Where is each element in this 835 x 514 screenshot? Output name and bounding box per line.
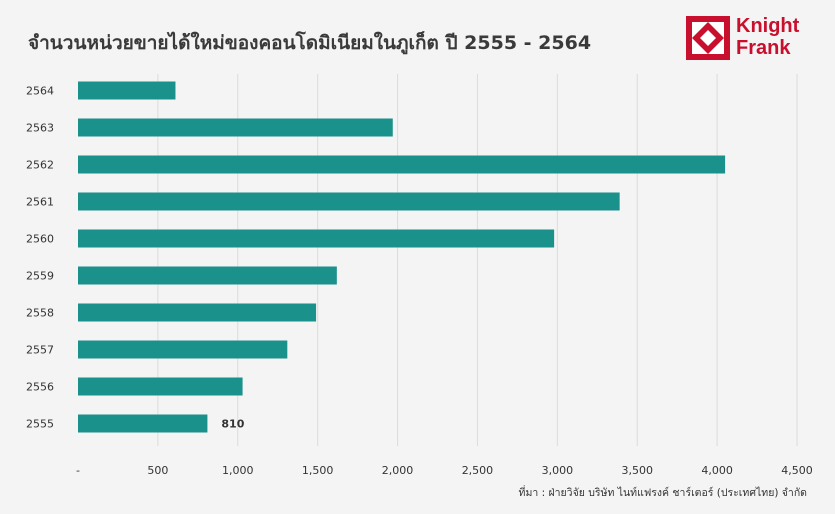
x-tick-label: 1,500 — [302, 464, 334, 477]
x-tick-label: 4,500 — [781, 464, 813, 477]
bar — [78, 340, 288, 359]
y-tick-label: 2559 — [26, 270, 54, 283]
y-tick-label: 2563 — [26, 122, 54, 135]
x-tick-label: 3,000 — [542, 464, 574, 477]
x-tick-label: 1,000 — [222, 464, 254, 477]
bar — [78, 118, 393, 137]
bar — [78, 377, 243, 396]
y-tick-label: 2556 — [26, 381, 54, 394]
bar — [78, 229, 555, 248]
chart-title: จำนวนหน่วยขายได้ใหม่ของคอนโดมิเนียมในภูเ… — [28, 32, 592, 54]
y-tick-label: 2557 — [26, 344, 54, 357]
logo-text: Knight Frank — [736, 15, 799, 59]
bar — [78, 192, 620, 211]
y-tick-label: 2564 — [26, 85, 54, 98]
source-note: ที่มา : ฝ่ายวิจัย บริษัท ไนท์แฟรงค์ ชาร์… — [518, 487, 807, 499]
x-tick-label: 3,500 — [621, 464, 653, 477]
data-label: 810 — [221, 418, 244, 431]
bar — [78, 414, 208, 433]
y-tick-label: 2560 — [26, 233, 54, 246]
y-tick-label: 2555 — [26, 418, 54, 431]
knight-frank-logo: Knight Frank — [686, 15, 799, 64]
y-tick-label: 2558 — [26, 307, 54, 320]
bar — [78, 266, 337, 285]
logo-line1: Knight — [736, 15, 800, 37]
bar — [78, 81, 176, 100]
x-tick-label: - — [76, 464, 80, 477]
bar — [78, 155, 726, 174]
bar — [78, 303, 317, 322]
x-tick-label: 500 — [147, 464, 168, 477]
x-tick-label: 2,000 — [382, 464, 414, 477]
knight-frank-logo-mark — [686, 16, 730, 60]
y-tick-label: 2562 — [26, 159, 54, 172]
x-tick-label: 4,000 — [701, 464, 733, 477]
y-tick-label: 2561 — [26, 196, 54, 209]
logo-line2: Frank — [736, 37, 791, 59]
x-tick-label: 2,500 — [462, 464, 494, 477]
